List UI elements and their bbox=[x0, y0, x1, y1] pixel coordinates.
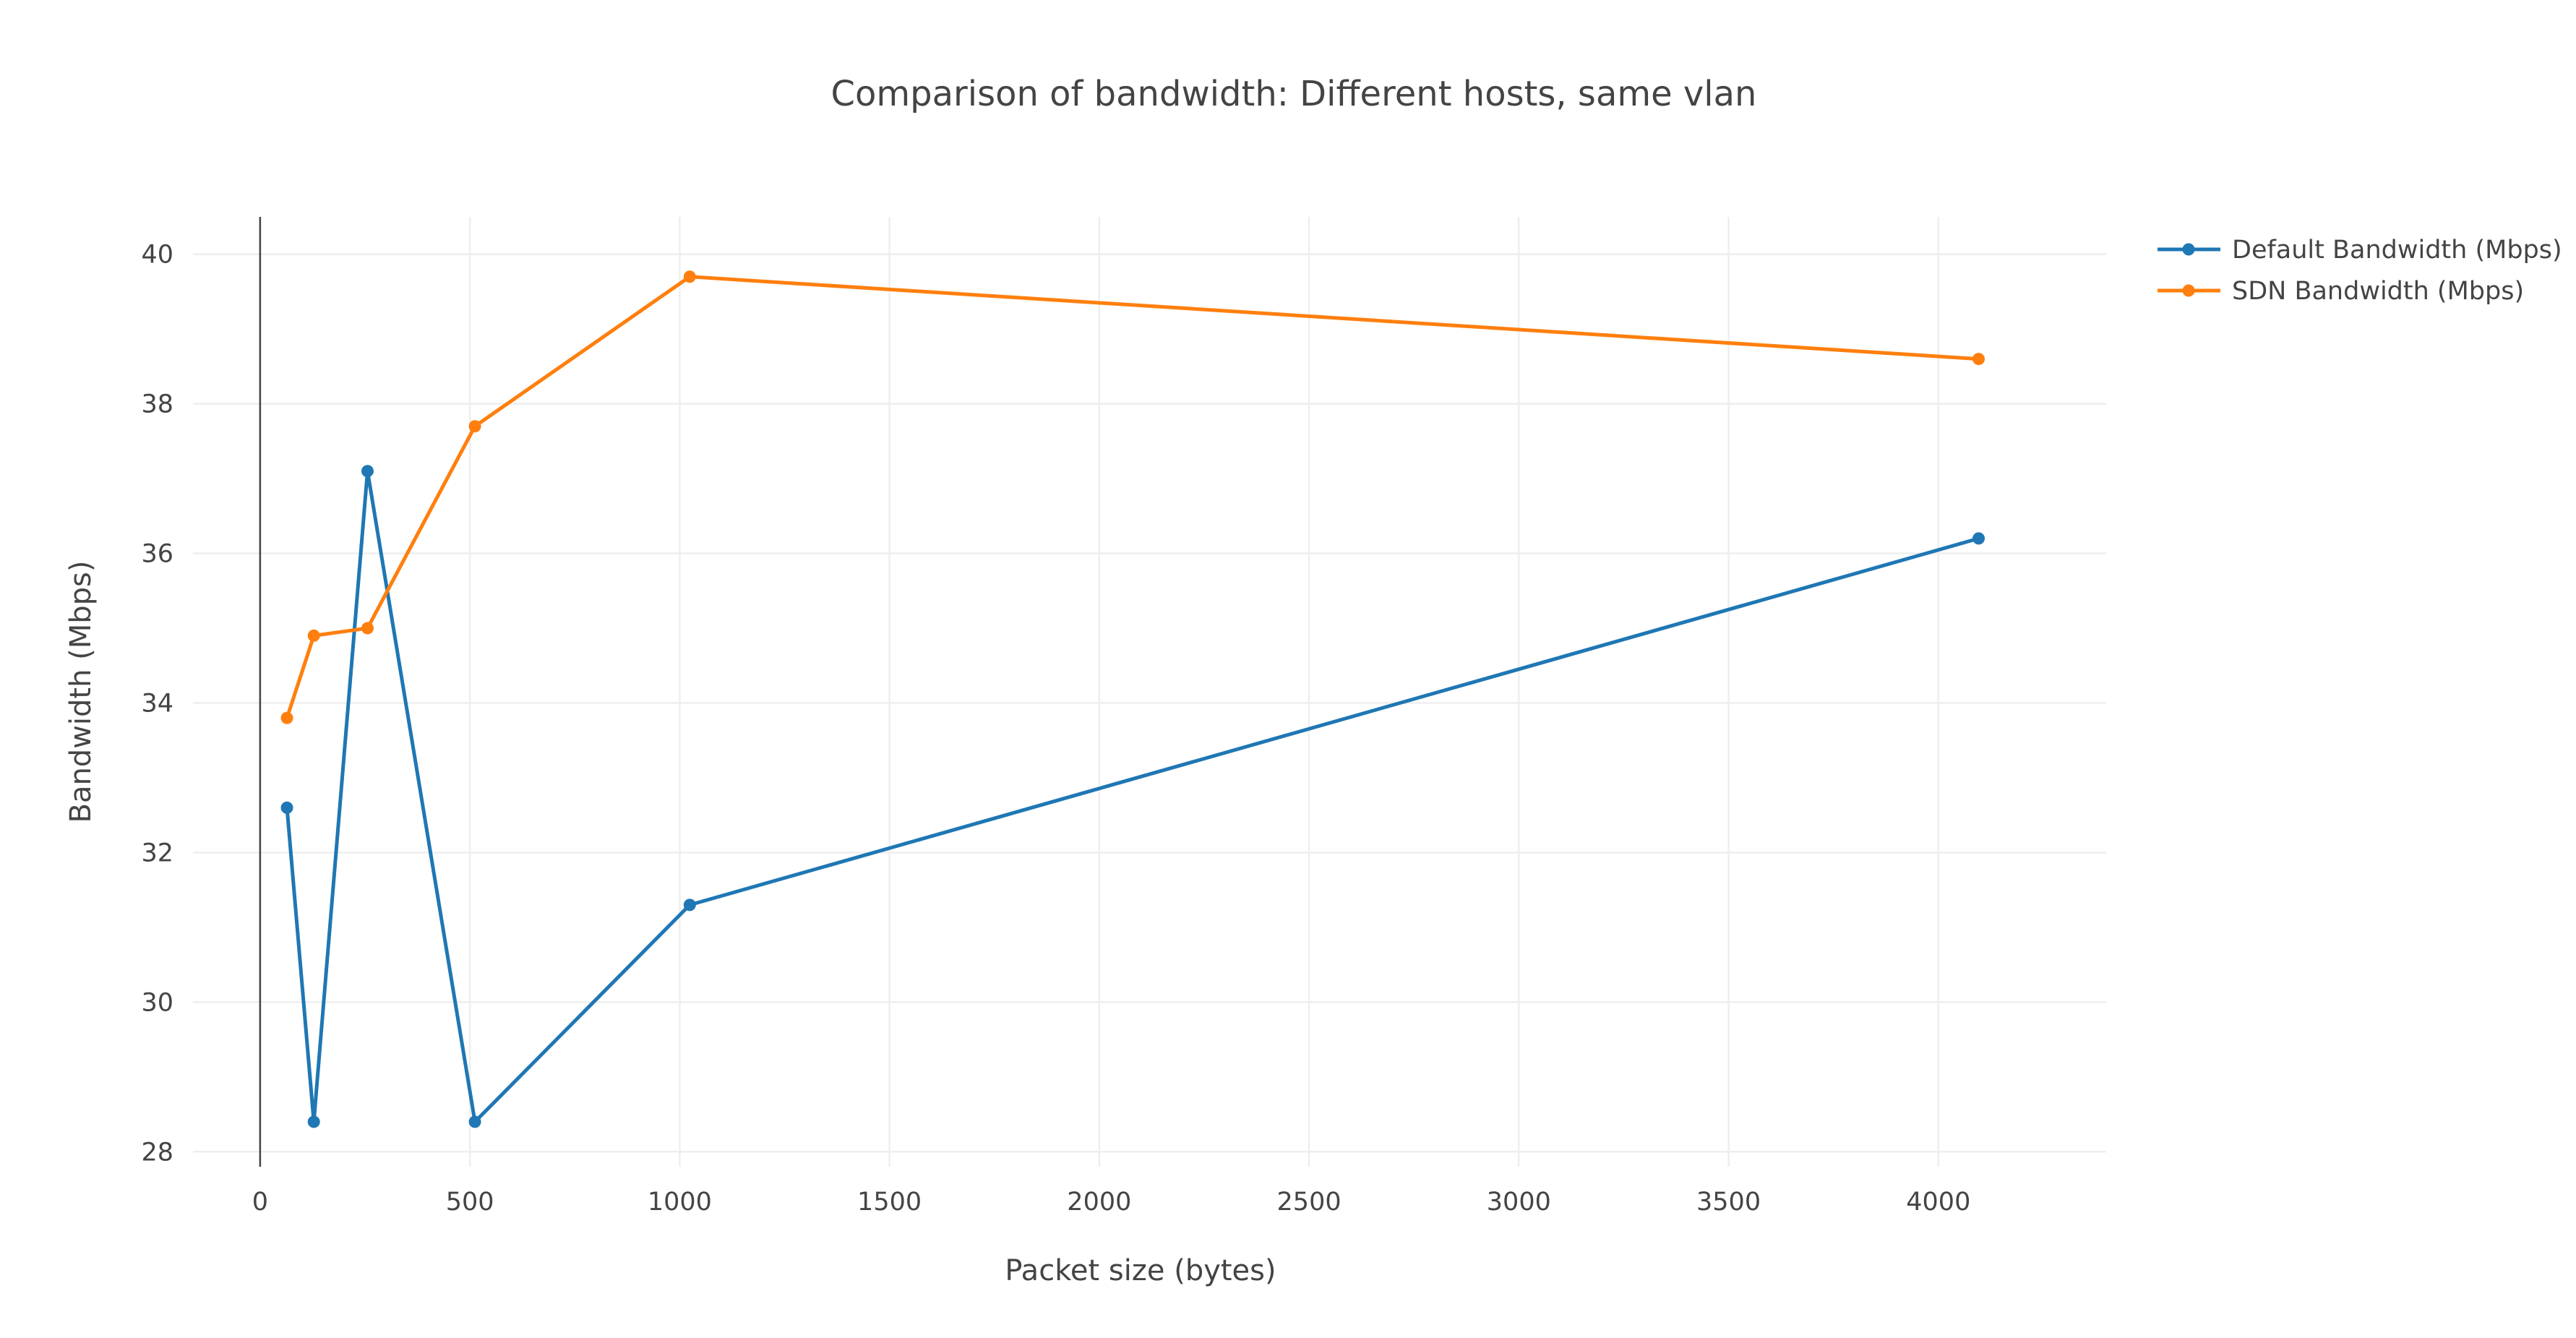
y-tick-label: 30 bbox=[141, 988, 173, 1017]
y-tick-label: 40 bbox=[141, 241, 173, 270]
y-tick-label: 38 bbox=[141, 390, 173, 419]
x-tick-label: 3500 bbox=[1696, 1188, 1761, 1217]
series-line bbox=[285, 275, 1979, 719]
series-layer bbox=[280, 270, 1985, 1128]
y-tick-label: 34 bbox=[141, 690, 173, 719]
data-point[interactable] bbox=[280, 711, 293, 724]
x-tick-label: 0 bbox=[252, 1188, 268, 1217]
legend-item[interactable]: Default Bandwidth (Mbps) bbox=[2158, 236, 2562, 265]
legend-label: SDN Bandwidth (Mbps) bbox=[2232, 277, 2524, 306]
x-tick-label: 3000 bbox=[1487, 1188, 1551, 1217]
legend-item[interactable]: SDN Bandwidth (Mbps) bbox=[2158, 277, 2524, 306]
y-tick-label: 32 bbox=[141, 839, 173, 867]
x-tick-label: 500 bbox=[446, 1188, 494, 1217]
x-tick-label: 2000 bbox=[1067, 1188, 1131, 1217]
y-tick-label: 36 bbox=[141, 540, 173, 569]
data-point[interactable] bbox=[280, 801, 293, 814]
data-point[interactable] bbox=[468, 420, 481, 433]
series-2 bbox=[280, 270, 1985, 724]
series-1 bbox=[280, 465, 1985, 1128]
data-point[interactable] bbox=[1972, 353, 1985, 366]
x-tick-label: 4000 bbox=[1906, 1188, 1970, 1217]
y-axis-ticks: 28 30 32 34 36 38 40 bbox=[141, 241, 173, 1167]
grid bbox=[193, 217, 2106, 1167]
legend[interactable]: Default Bandwidth (Mbps) SDN Bandwidth (M… bbox=[2158, 236, 2562, 306]
data-point[interactable] bbox=[683, 899, 696, 912]
chart-title: Comparison of bandwidth: Different hosts… bbox=[831, 74, 1757, 114]
data-point[interactable] bbox=[683, 270, 696, 283]
x-axis-title: Packet size (bytes) bbox=[1005, 1254, 1276, 1287]
legend-marker bbox=[2182, 284, 2195, 297]
data-point[interactable] bbox=[307, 1115, 320, 1128]
data-point[interactable] bbox=[468, 1115, 481, 1128]
y-axis-title: Bandwidth (Mbps) bbox=[64, 560, 98, 823]
data-point[interactable] bbox=[361, 622, 374, 635]
x-tick-label: 1500 bbox=[857, 1188, 922, 1217]
data-point[interactable] bbox=[361, 465, 374, 478]
legend-label: Default Bandwidth (Mbps) bbox=[2232, 236, 2562, 265]
data-point[interactable] bbox=[1972, 532, 1985, 545]
x-axis-ticks: 0 500 1000 1500 2000 2500 3000 3500 4000 bbox=[252, 1188, 1971, 1217]
x-tick-label: 2500 bbox=[1277, 1188, 1341, 1217]
data-point[interactable] bbox=[307, 629, 320, 642]
y-tick-label: 28 bbox=[141, 1138, 173, 1167]
x-tick-label: 1000 bbox=[648, 1188, 712, 1217]
series-line bbox=[285, 469, 1980, 1124]
legend-marker bbox=[2182, 243, 2195, 256]
